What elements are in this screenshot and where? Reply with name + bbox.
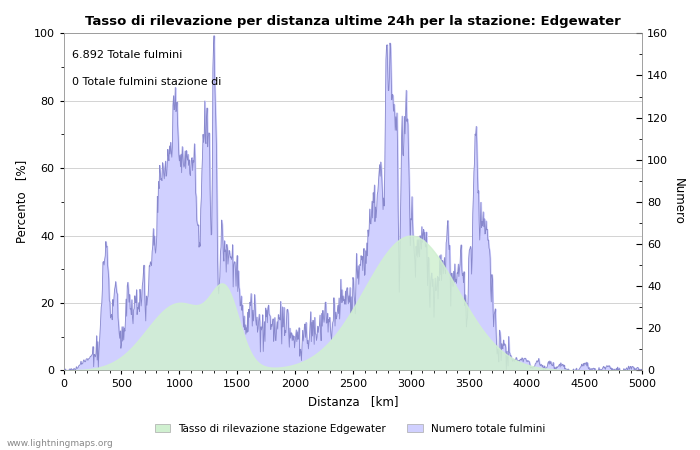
Y-axis label: Percento   [%]: Percento [%] (15, 160, 28, 243)
Title: Tasso di rilevazione per distanza ultime 24h per la stazione: Edgewater: Tasso di rilevazione per distanza ultime… (85, 15, 621, 28)
Y-axis label: Numero: Numero (672, 179, 685, 225)
Text: 6.892 Totale fulmini: 6.892 Totale fulmini (72, 50, 183, 60)
X-axis label: Distanza   [km]: Distanza [km] (308, 395, 398, 408)
Text: 0 Totale fulmini stazione di: 0 Totale fulmini stazione di (72, 77, 222, 87)
Legend: Tasso di rilevazione stazione Edgewater, Numero totale fulmini: Tasso di rilevazione stazione Edgewater,… (150, 420, 550, 438)
Text: www.lightningmaps.org: www.lightningmaps.org (7, 439, 113, 448)
